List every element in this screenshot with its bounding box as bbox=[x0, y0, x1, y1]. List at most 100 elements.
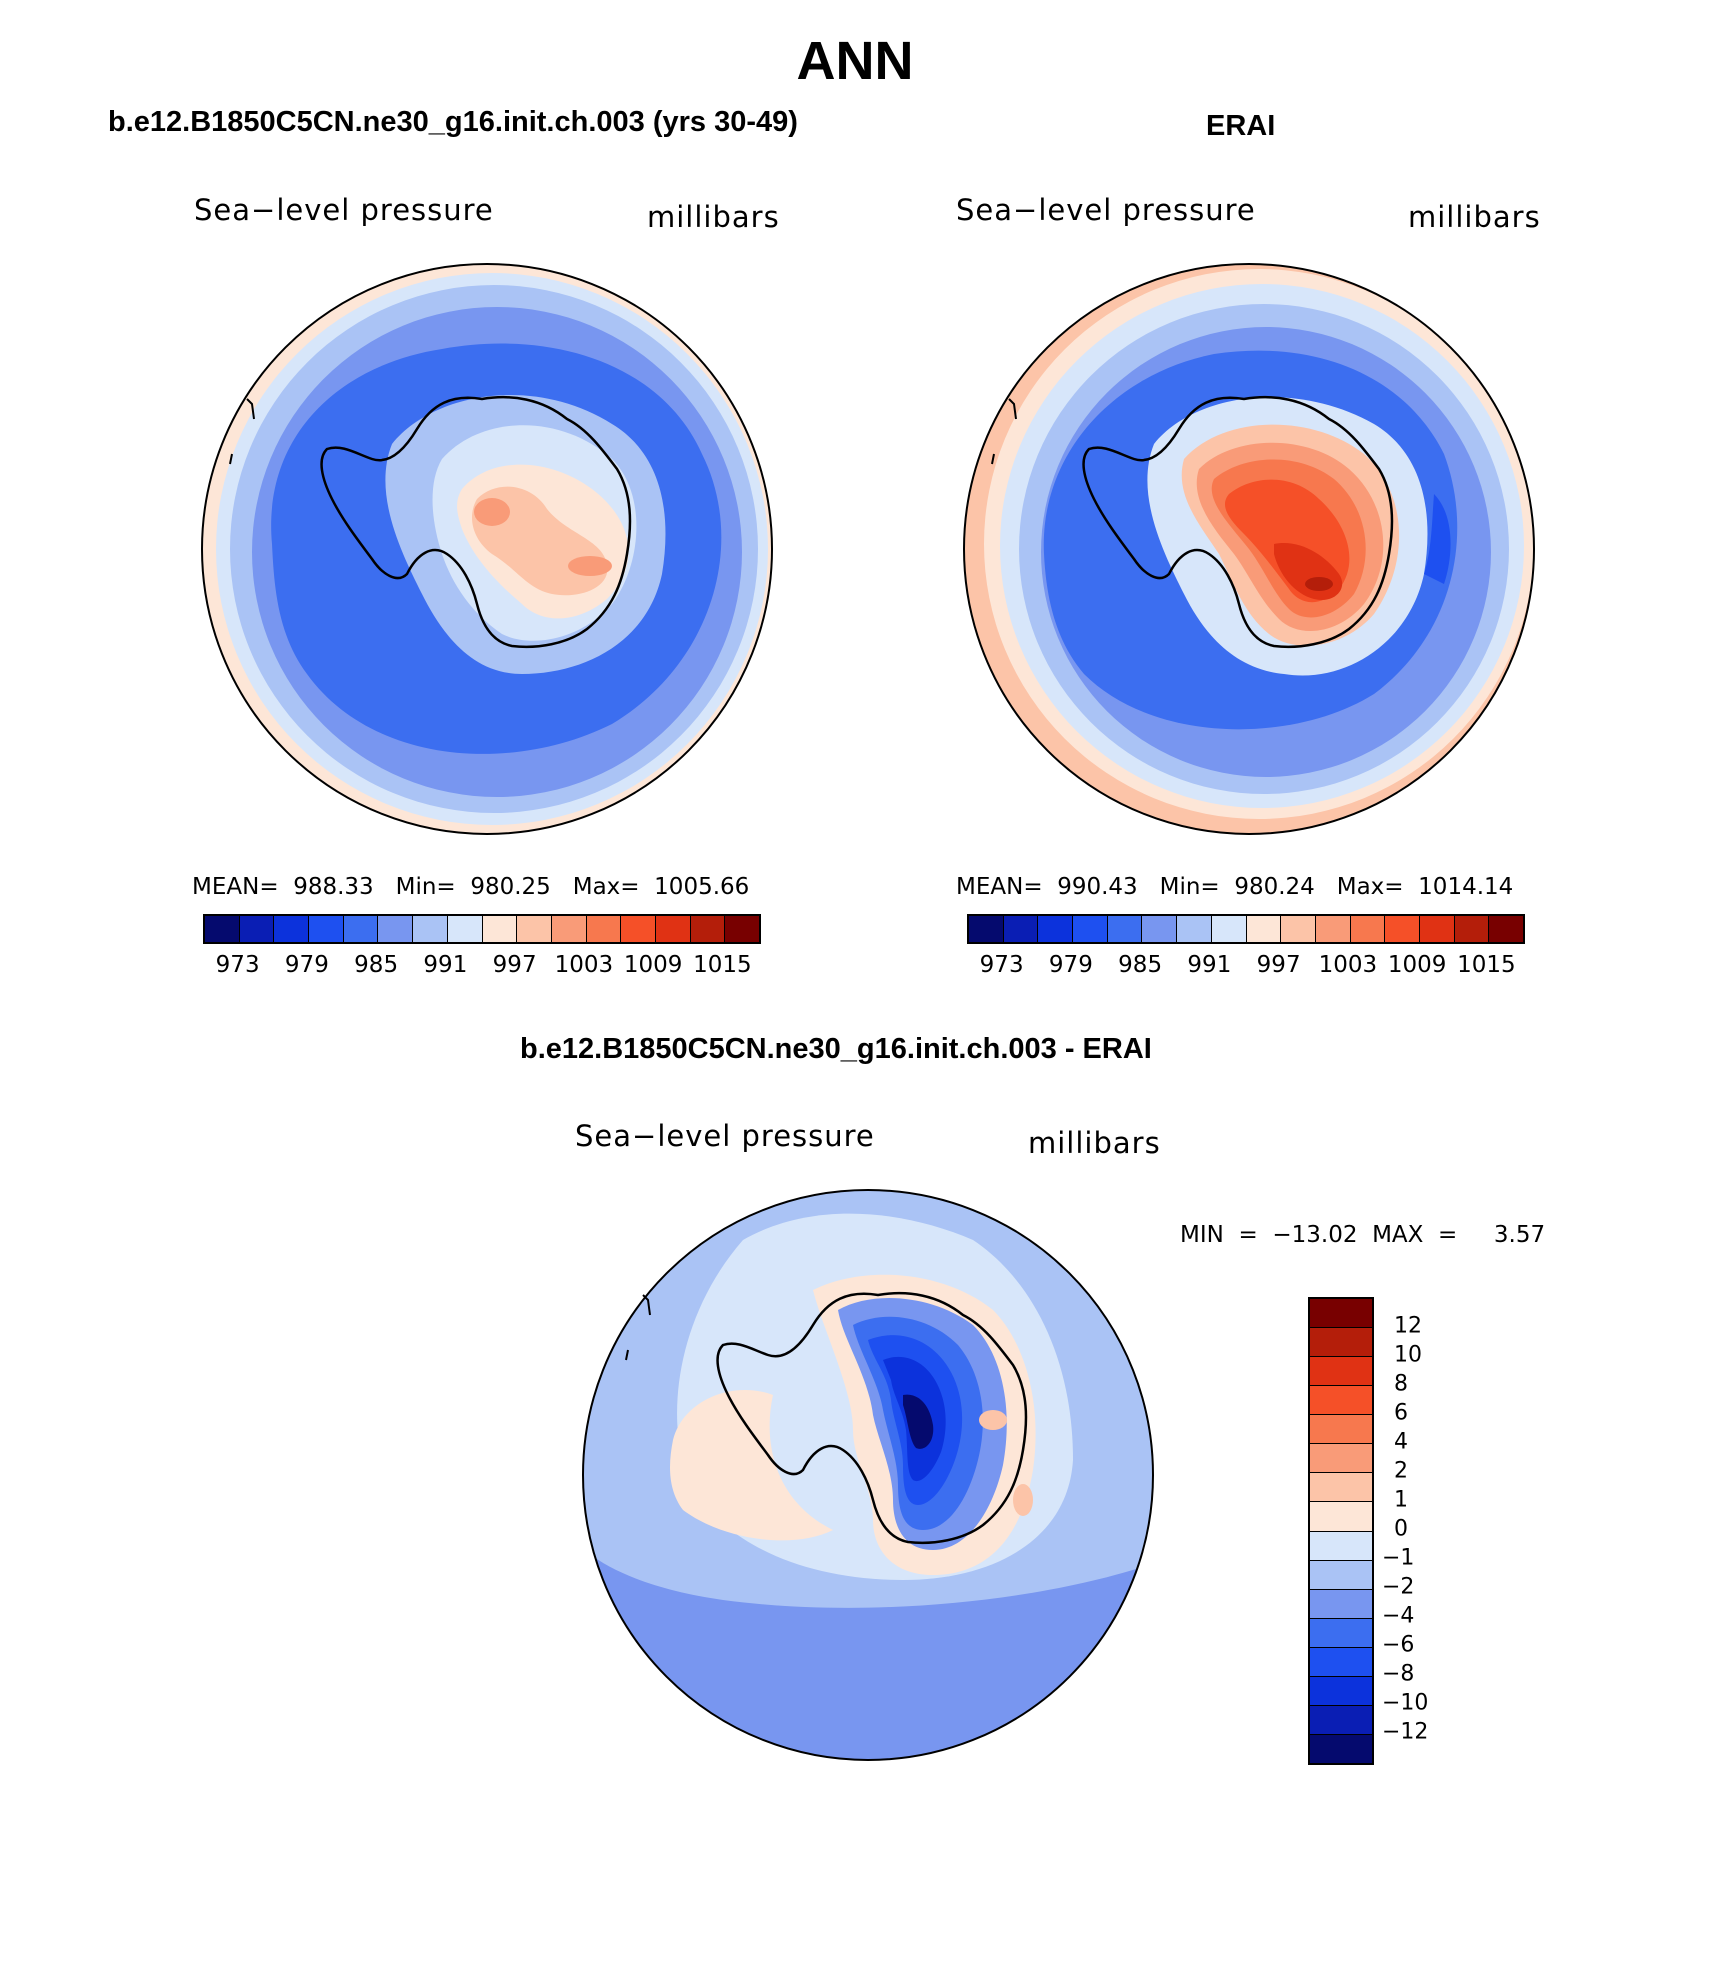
figure-title: ANN bbox=[796, 31, 914, 91]
diff-panel-title: b.e12.B1850C5CN.ne30_g16.init.ch.003 - E… bbox=[520, 1033, 1152, 1065]
colorbar-swatch bbox=[1003, 916, 1039, 942]
colorbar-swatch bbox=[621, 916, 656, 942]
model-units-label: millibars bbox=[647, 200, 780, 234]
colorbar-swatch bbox=[586, 916, 622, 942]
colorbar-tick-label: −8 bbox=[1382, 1661, 1415, 1687]
obs-colorbar-ticks: 973 979 985 991 997 1003 1009 1015 bbox=[967, 952, 1521, 982]
colorbar-swatch bbox=[655, 916, 691, 942]
colorbar-tick-label: 1015 bbox=[693, 952, 752, 978]
colorbar-swatch bbox=[969, 916, 1004, 942]
colorbar-swatch bbox=[482, 916, 518, 942]
colorbar-tick-label: 2 bbox=[1394, 1458, 1408, 1484]
model-stats: MEAN= 988.33 Min= 980.25 Max= 1005.66 bbox=[192, 874, 750, 900]
colorbar-tick-label: 991 bbox=[1187, 952, 1232, 978]
colorbar-swatch bbox=[1419, 916, 1455, 942]
obs-units-label: millibars bbox=[1408, 200, 1541, 234]
colorbar-tick-label: 1009 bbox=[1387, 952, 1447, 978]
colorbar-swatch bbox=[413, 916, 448, 942]
obs-colorbar bbox=[967, 914, 1525, 944]
colorbar-swatch bbox=[309, 916, 344, 942]
colorbar-tick-label: 979 bbox=[284, 952, 329, 978]
colorbar-tick-label: 985 bbox=[354, 952, 399, 978]
colorbar-tick-label: −4 bbox=[1382, 1603, 1415, 1629]
colorbar-tick-label: −2 bbox=[1382, 1574, 1415, 1600]
colorbar-tick-label: 6 bbox=[1394, 1400, 1408, 1426]
colorbar-swatch bbox=[1246, 916, 1282, 942]
colorbar-swatch bbox=[1310, 1589, 1372, 1619]
colorbar-tick-label: 973 bbox=[979, 952, 1024, 978]
obs-stats: MEAN= 990.43 Min= 980.24 Max= 1014.14 bbox=[956, 874, 1514, 900]
diff-variable-label: Sea−level pressure bbox=[575, 1119, 875, 1153]
colorbar-tick-label: 997 bbox=[1256, 952, 1301, 978]
colorbar-swatch bbox=[1489, 916, 1523, 942]
colorbar-tick-label: 4 bbox=[1394, 1429, 1408, 1455]
colorbar-swatch bbox=[1310, 1560, 1372, 1590]
colorbar-swatch bbox=[1177, 916, 1212, 942]
colorbar-swatch bbox=[1310, 1734, 1372, 1763]
colorbar-swatch bbox=[1310, 1444, 1372, 1474]
obs-variable-label: Sea−level pressure bbox=[956, 193, 1256, 227]
colorbar-swatch bbox=[274, 916, 310, 942]
colorbar-swatch bbox=[1454, 916, 1490, 942]
colorbar-swatch bbox=[1310, 1386, 1372, 1416]
colorbar-tick-label: 979 bbox=[1048, 952, 1093, 978]
colorbar-tick-label: 10 bbox=[1394, 1342, 1422, 1368]
colorbar-tick-label: 12 bbox=[1394, 1313, 1422, 1339]
colorbar-swatch bbox=[1142, 916, 1178, 942]
colorbar-swatch bbox=[1310, 1676, 1372, 1706]
colorbar-tick-label: 973 bbox=[215, 952, 260, 978]
diff-stats: MIN = −13.02 MAX = 3.57 bbox=[1180, 1222, 1546, 1248]
colorbar-swatch bbox=[1310, 1473, 1372, 1503]
colorbar-tick-label: 997 bbox=[492, 952, 537, 978]
colorbar-tick-label: 1 bbox=[1394, 1487, 1408, 1513]
colorbar-tick-label: 1015 bbox=[1457, 952, 1516, 978]
diff-colorbar bbox=[1308, 1297, 1374, 1765]
diff-units-label: millibars bbox=[1028, 1126, 1161, 1160]
colorbar-swatch bbox=[517, 916, 552, 942]
colorbar-swatch bbox=[1350, 916, 1386, 942]
colorbar-tick-label: −1 bbox=[1382, 1545, 1415, 1571]
colorbar-tick-label: −12 bbox=[1382, 1719, 1429, 1745]
colorbar-swatch bbox=[1281, 916, 1316, 942]
colorbar-tick-label: −10 bbox=[1382, 1690, 1429, 1716]
colorbar-swatch bbox=[1310, 1531, 1372, 1561]
colorbar-swatch bbox=[447, 916, 483, 942]
colorbar-tick-label: 1003 bbox=[1318, 952, 1378, 978]
colorbar-tick-label: 0 bbox=[1394, 1516, 1408, 1542]
colorbar-swatch bbox=[239, 916, 275, 942]
colorbar-swatch bbox=[1211, 916, 1247, 942]
colorbar-swatch bbox=[1310, 1299, 1372, 1329]
colorbar-swatch bbox=[1310, 1647, 1372, 1677]
colorbar-swatch bbox=[1038, 916, 1074, 942]
colorbar-swatch bbox=[1107, 916, 1143, 942]
model-colorbar-ticks: 973 979 985 991 997 1003 1009 1015 bbox=[203, 952, 757, 982]
colorbar-swatch bbox=[1310, 1328, 1372, 1358]
colorbar-tick-label: 8 bbox=[1394, 1371, 1408, 1397]
colorbar-swatch bbox=[1310, 1705, 1372, 1735]
colorbar-tick-label: 1009 bbox=[623, 952, 683, 978]
obs-panel-title: ERAI bbox=[1206, 110, 1276, 142]
colorbar-swatch bbox=[1385, 916, 1420, 942]
colorbar-tick-label: 1003 bbox=[554, 952, 614, 978]
diff-polar-map bbox=[582, 1189, 1154, 1761]
diff-colorbar-ticks: 12 10 8 6 4 2 1 0 −1 −2 −4 −6 −8 −10 −12 bbox=[1382, 1297, 1470, 1761]
colorbar-swatch bbox=[1310, 1502, 1372, 1532]
colorbar-swatch bbox=[378, 916, 414, 942]
colorbar-swatch bbox=[551, 916, 587, 942]
obs-polar-map bbox=[963, 263, 1535, 835]
model-variable-label: Sea−level pressure bbox=[194, 193, 494, 227]
colorbar-swatch bbox=[205, 916, 240, 942]
colorbar-swatch bbox=[1310, 1357, 1372, 1387]
model-panel-title: b.e12.B1850C5CN.ne30_g16.init.ch.003 (yr… bbox=[108, 106, 798, 138]
colorbar-swatch bbox=[690, 916, 726, 942]
colorbar-tick-label: 985 bbox=[1118, 952, 1163, 978]
model-polar-map bbox=[201, 263, 773, 835]
colorbar-swatch bbox=[1073, 916, 1108, 942]
colorbar-swatch bbox=[1315, 916, 1351, 942]
colorbar-tick-label: 991 bbox=[423, 952, 468, 978]
colorbar-swatch bbox=[1310, 1618, 1372, 1648]
colorbar-swatch bbox=[725, 916, 759, 942]
colorbar-tick-label: −6 bbox=[1382, 1632, 1415, 1658]
model-colorbar bbox=[203, 914, 761, 944]
colorbar-swatch bbox=[1310, 1415, 1372, 1445]
